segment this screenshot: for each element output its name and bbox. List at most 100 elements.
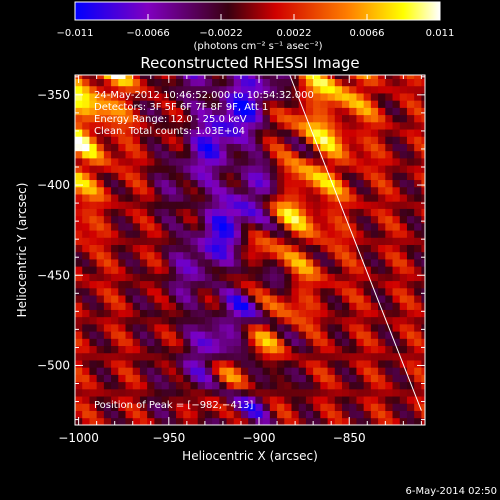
heatmap-cell [370, 237, 379, 245]
heatmap-cell [176, 244, 184, 253]
heatmap-cell [168, 367, 177, 375]
heatmap-cell [147, 388, 155, 397]
heatmap-cell [349, 309, 357, 318]
heatmap-cell [176, 93, 184, 101]
heatmap-cell [269, 309, 278, 318]
heatmap-cell [421, 143, 425, 152]
heatmap-cell [75, 323, 83, 332]
heatmap-cell [269, 100, 278, 108]
heatmap-cell [176, 150, 184, 159]
heatmap-cell [96, 215, 105, 224]
heatmap-cell [262, 388, 271, 397]
heatmap-cell [204, 331, 213, 339]
heatmap-cell [161, 388, 170, 397]
heatmap-cell [399, 129, 408, 137]
heatmap-cell [89, 331, 98, 339]
heatmap-cell [269, 136, 278, 144]
heatmap-cell [197, 222, 206, 231]
heatmap-cell [197, 157, 206, 166]
heatmap-cell [161, 237, 170, 245]
heatmap-cell [96, 417, 105, 425]
heatmap-cell [96, 295, 105, 303]
heatmap-cell [75, 259, 83, 267]
heatmap-cell [392, 85, 401, 94]
heatmap-cell [219, 266, 227, 274]
heatmap-cell [277, 352, 285, 361]
heatmap-cell [255, 114, 264, 123]
colorbar-tick-label: 0.0066 [350, 28, 385, 39]
heatmap-cell [82, 107, 90, 116]
heatmap-cell [320, 360, 328, 368]
heatmap-cell [392, 374, 401, 383]
heatmap-cell [89, 280, 98, 289]
heatmap-cell [204, 172, 213, 181]
heatmap-cell [305, 85, 314, 94]
heatmap-cell [219, 143, 227, 152]
heatmap-cell [212, 244, 220, 253]
heatmap-cell [176, 396, 184, 404]
heatmap-cell [392, 150, 401, 159]
heatmap-cell [356, 194, 365, 202]
heatmap-cell [370, 78, 379, 87]
heatmap-cell [414, 273, 422, 282]
heatmap-cell [305, 352, 314, 361]
heatmap-cell [392, 215, 401, 224]
heatmap-cell [168, 259, 177, 267]
heatmap-cell [284, 85, 292, 94]
heatmap-cell [226, 417, 235, 425]
heatmap-cell [356, 367, 365, 375]
heatmap-cell [96, 121, 105, 130]
heatmap-cell [132, 215, 141, 224]
heatmap-cell [103, 121, 112, 130]
heatmap-cell [248, 150, 256, 159]
heatmap-cell [226, 360, 235, 368]
heatmap-cell [378, 129, 386, 137]
heatmap-cell [385, 273, 393, 282]
heatmap-cell [320, 143, 328, 152]
heatmap-cell [190, 367, 199, 375]
heatmap-cell [118, 295, 126, 303]
heatmap-cell [305, 114, 314, 123]
heatmap-cell [161, 143, 170, 152]
heatmap-cell [154, 179, 162, 188]
heatmap-cell [168, 360, 177, 368]
heatmap-cell [132, 75, 141, 80]
heatmap-cell [89, 179, 98, 188]
heatmap-cell [154, 360, 162, 368]
heatmap-cell [406, 179, 415, 188]
heatmap-cell [161, 114, 170, 123]
heatmap-cell [183, 222, 191, 231]
heatmap-cell [342, 396, 350, 404]
heatmap-cell [183, 237, 191, 245]
heatmap-cell [176, 403, 184, 411]
heatmap-cell [226, 157, 235, 166]
heatmap-cell [298, 93, 307, 101]
heatmap-cell [284, 388, 292, 397]
heatmap-cell [399, 208, 408, 217]
heatmap-cell [204, 136, 213, 144]
heatmap-cell [176, 85, 184, 94]
heatmap-cell [277, 114, 285, 123]
heatmap-cell [399, 273, 408, 282]
heatmap-cell [139, 323, 148, 332]
heatmap-cell [284, 251, 292, 260]
heatmap-cell [356, 266, 365, 274]
heatmap-cell [190, 179, 199, 188]
heatmap-cell [154, 75, 162, 80]
x-tick-label: −900 [243, 431, 276, 445]
heatmap-cell [406, 280, 415, 289]
heatmap-cell [103, 323, 112, 332]
heatmap-cell [96, 360, 105, 368]
heatmap-cell [75, 295, 83, 303]
heatmap-cell [370, 157, 379, 166]
heatmap-cell [385, 316, 393, 325]
heatmap-cell [334, 302, 343, 310]
heatmap-cell [342, 179, 350, 188]
heatmap-cell [212, 309, 220, 318]
heatmap-cell [233, 309, 242, 318]
heatmap-cell [406, 186, 415, 195]
heatmap-cell [75, 194, 83, 202]
heatmap-cell [248, 352, 256, 361]
heatmap-cell [176, 302, 184, 310]
heatmap-cell [269, 417, 278, 425]
